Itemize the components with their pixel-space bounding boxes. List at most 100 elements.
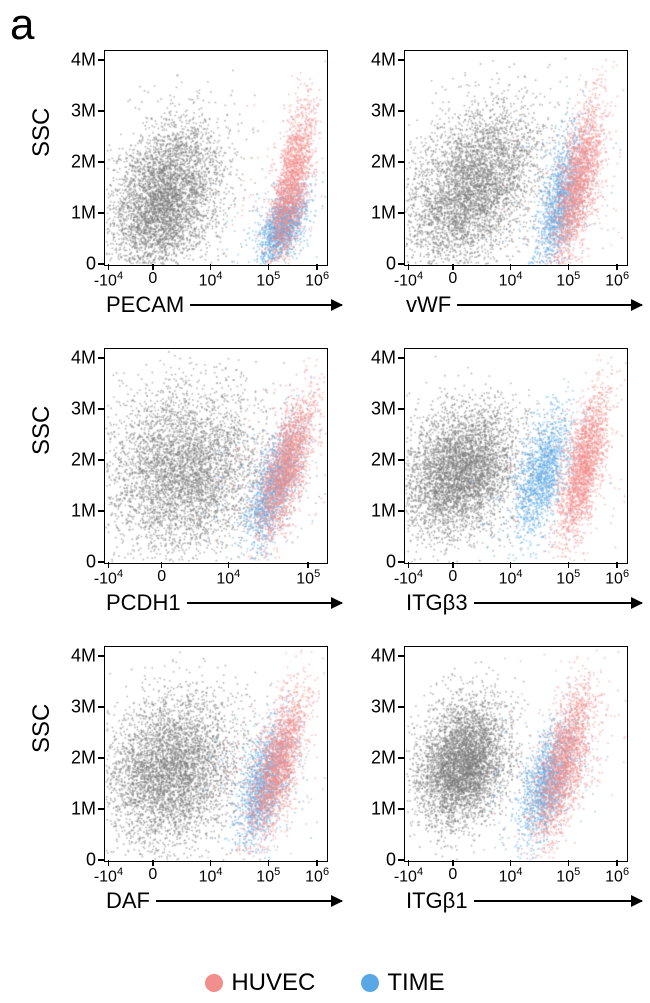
y-tick-label: 3M [348,399,400,420]
x-axis-label: ITGβ3 [406,590,468,616]
y-tick-label: 1M [48,203,100,224]
arrow-icon [474,900,642,902]
x-tick-label: 0 [448,268,457,288]
y-tick-label: 4M [348,50,400,71]
x-tick-label: -104 [394,566,423,588]
y-tick-label: 4M [48,348,100,369]
x-tick-label: 0 [148,864,157,884]
x-axis-label: ITGβ1 [406,888,468,914]
x-tick-label: 0 [148,268,157,288]
y-tick-label: 0 [48,552,100,573]
y-tick-label: 0 [48,850,100,871]
x-tick-label: 106 [605,268,629,290]
y-tick-label: 0 [348,850,400,871]
x-tick-label: 0 [448,566,457,586]
panel-letter: a [10,0,34,50]
legend-item-huvec: HUVEC [205,969,315,997]
arrow-icon [187,602,342,604]
scatter-canvas [105,349,327,563]
y-tick-label: 0 [348,552,400,573]
x-tick-label: 105 [296,566,320,588]
plot-frame [104,50,328,266]
x-tick-label: 104 [499,268,523,290]
arrow-icon [190,304,342,306]
y-tick-label: 2M [348,450,400,471]
arrow-icon [457,304,642,306]
x-axis-label: PECAM [106,292,184,318]
y-tick-label: 4M [48,646,100,667]
plot-frame [404,50,628,266]
x-tick-label: 105 [256,268,280,290]
x-tick-label: 105 [556,864,580,886]
legend: HUVEC TIME [0,969,650,997]
x-tick-label: 104 [499,566,523,588]
scatter-cell-pcdh1: 01M2M3M4M-1040104105SSCPCDH1 [48,342,348,638]
x-tick-label: -104 [94,268,123,290]
x-tick-label: -104 [94,566,123,588]
x-axis-label-row: ITGβ3 [406,590,642,616]
x-axis-label: DAF [106,888,150,914]
x-tick-label: -104 [94,864,123,886]
x-tick-label: 104 [216,566,240,588]
scatter-canvas [405,349,627,563]
x-tick-label: 105 [256,864,280,886]
arrow-icon [474,602,642,604]
scatter-canvas [405,647,627,861]
scatter-cell-vwf: 01M2M3M4M-1040104105106vWF [348,44,648,340]
y-tick-label: 1M [348,203,400,224]
x-tick-label: 106 [605,864,629,886]
y-tick-label: 4M [348,348,400,369]
plot-frame [404,348,628,564]
y-tick-label: 3M [348,697,400,718]
scatter-canvas [105,647,327,861]
x-axis-label: vWF [406,292,451,318]
y-tick-label: 1M [48,501,100,522]
x-tick-label: 0 [157,566,166,586]
scatter-cell-daf: 01M2M3M4M-1040104105106SSCDAF [48,640,348,936]
plot-frame [404,646,628,862]
y-tick-label: 2M [348,748,400,769]
y-tick-label: 3M [348,101,400,122]
x-tick-label: 104 [199,864,223,886]
x-axis-label: PCDH1 [106,590,181,616]
y-tick-label: 1M [348,799,400,820]
x-axis-label-row: ITGβ1 [406,888,642,914]
x-axis-label-row: DAF [106,888,342,914]
y-tick-label: 0 [348,254,400,275]
x-axis-label-row: PCDH1 [106,590,342,616]
x-tick-label: -104 [394,268,423,290]
arrow-icon [156,900,342,902]
y-tick-label: 1M [48,799,100,820]
y-axis-label: SSC [28,704,56,753]
legend-label: TIME [387,969,444,997]
scatter-cell-itgβ3: 01M2M3M4M-1040104105106ITGβ3 [348,342,648,638]
x-tick-label: 0 [448,864,457,884]
x-tick-label: 106 [305,864,329,886]
legend-item-time: TIME [361,969,444,997]
scatter-cell-pecam: 01M2M3M4M-1040104105106SSCPECAM [48,44,348,340]
y-axis-label: SSC [28,108,56,157]
plot-frame [104,646,328,862]
x-tick-label: -104 [394,864,423,886]
y-axis-label: SSC [28,406,56,455]
x-tick-label: 104 [199,268,223,290]
scatter-grid: 01M2M3M4M-1040104105106SSCPECAM01M2M3M4M… [48,44,648,938]
y-tick-label: 1M [348,501,400,522]
y-tick-label: 2M [348,152,400,173]
x-tick-label: 105 [556,566,580,588]
x-tick-label: 105 [556,268,580,290]
y-tick-label: 4M [48,50,100,71]
scatter-cell-itgβ1: 01M2M3M4M-1040104105106ITGβ1 [348,640,648,936]
legend-swatch [361,974,379,992]
x-tick-label: 106 [305,268,329,290]
scatter-canvas [405,51,627,265]
scatter-canvas [105,51,327,265]
legend-label: HUVEC [231,969,315,997]
legend-swatch [205,974,223,992]
y-tick-label: 4M [348,646,400,667]
x-axis-label-row: PECAM [106,292,342,318]
x-tick-label: 104 [499,864,523,886]
x-tick-label: 106 [605,566,629,588]
x-axis-label-row: vWF [406,292,642,318]
plot-frame [104,348,328,564]
